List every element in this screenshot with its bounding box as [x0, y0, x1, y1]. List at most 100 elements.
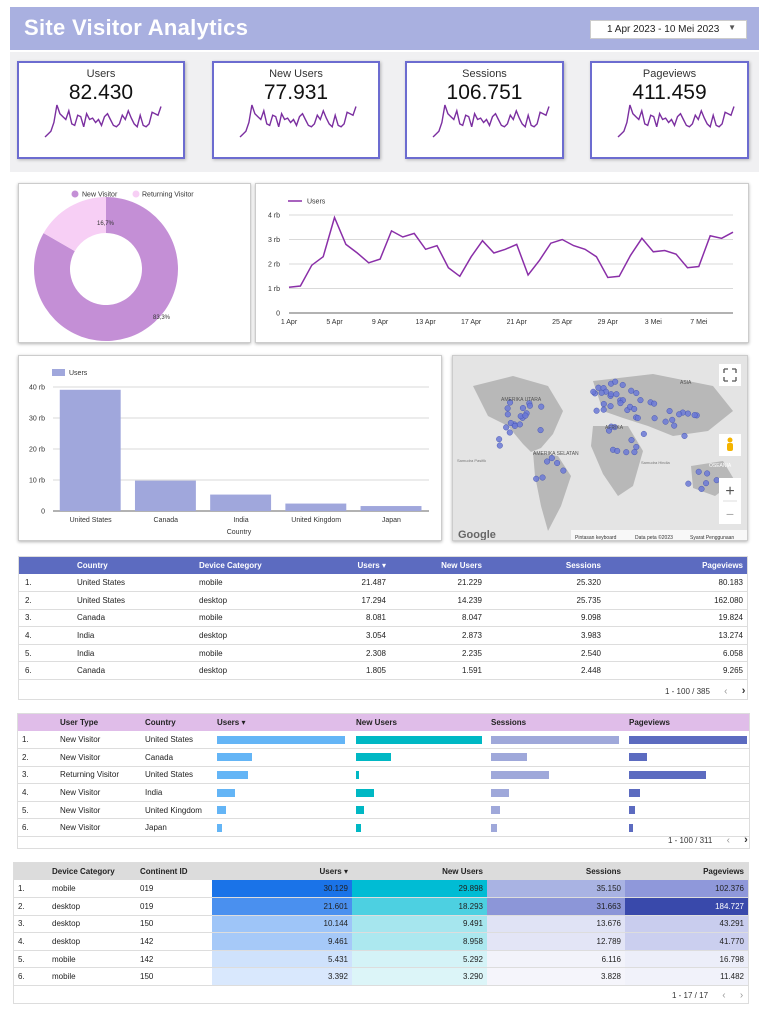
- col-header-users[interactable]: Users ▾: [319, 867, 348, 876]
- map-marker[interactable]: [698, 485, 705, 492]
- zoom-in-button[interactable]: +: [725, 483, 734, 500]
- table-row[interactable]: 6. New Visitor Japan: [18, 818, 749, 838]
- table-row[interactable]: 3. Canada mobile 8.081 8.047 9.098 19.824: [19, 609, 747, 628]
- map-marker[interactable]: [600, 400, 607, 407]
- table-row[interactable]: 6. Canada desktop 1.805 1.591 2.448 9.265: [19, 661, 747, 681]
- map-marker[interactable]: [590, 388, 597, 395]
- map-terms-link[interactable]: Syarat Penggunaan: [690, 535, 734, 541]
- col-header-sessions[interactable]: Sessions: [565, 561, 601, 570]
- col-header-user-type[interactable]: User Type: [60, 718, 99, 727]
- map-marker[interactable]: [613, 391, 620, 398]
- col-header-continent-id[interactable]: Continent ID: [140, 867, 188, 876]
- map-marker[interactable]: [496, 436, 503, 443]
- map-marker[interactable]: [593, 407, 600, 414]
- table-row[interactable]: 1. New Visitor United States: [18, 731, 749, 750]
- map-marker[interactable]: [671, 422, 678, 429]
- map-marker[interactable]: [684, 410, 691, 417]
- prev-page-button[interactable]: ‹: [724, 686, 728, 697]
- map-marker[interactable]: [628, 387, 635, 394]
- map-marker[interactable]: [533, 475, 540, 482]
- col-header-country[interactable]: Country: [77, 561, 108, 570]
- map-marker[interactable]: [554, 460, 561, 467]
- map-marker[interactable]: [640, 430, 647, 437]
- col-header-sessions[interactable]: Sessions: [585, 867, 621, 876]
- table-row[interactable]: 1. mobile 019 30.129 29.898 35.150 102.376: [14, 880, 748, 899]
- bar-united-states[interactable]: [59, 389, 121, 511]
- map-marker[interactable]: [504, 411, 511, 418]
- map-marker[interactable]: [538, 403, 545, 410]
- map-marker[interactable]: [703, 480, 710, 487]
- zoom-out-button[interactable]: −: [726, 506, 734, 522]
- map-marker[interactable]: [600, 406, 607, 413]
- map-marker[interactable]: [507, 419, 514, 426]
- map-marker[interactable]: [631, 406, 638, 413]
- map-marker[interactable]: [504, 405, 511, 412]
- col-header-new-users[interactable]: New Users: [441, 561, 482, 570]
- table-row[interactable]: 5. India mobile 2.308 2.235 2.540 6.058: [19, 644, 747, 663]
- map-marker[interactable]: [607, 403, 614, 410]
- map-marker[interactable]: [651, 415, 658, 422]
- next-page-button[interactable]: ›: [739, 990, 744, 1001]
- map-marker[interactable]: [676, 411, 683, 418]
- map-marker[interactable]: [685, 480, 692, 487]
- world-map-card[interactable]: AMERIKA UTARA AFRIKA ASIA Samudra Hindia…: [452, 355, 748, 541]
- map-marker[interactable]: [522, 412, 529, 419]
- next-page-button[interactable]: ›: [741, 685, 746, 697]
- donut-slice-returning-visitor[interactable]: [43, 197, 106, 252]
- map-marker[interactable]: [695, 468, 702, 475]
- world-map[interactable]: AMERIKA UTARA AFRIKA ASIA Samudra Hindia…: [453, 356, 748, 541]
- map-marker[interactable]: [612, 378, 619, 385]
- table-row[interactable]: 3. Returning Visitor United States: [18, 766, 749, 785]
- map-marker[interactable]: [511, 422, 518, 429]
- map-marker[interactable]: [496, 442, 503, 449]
- map-marker[interactable]: [617, 400, 624, 407]
- map-marker[interactable]: [537, 427, 544, 434]
- map-marker[interactable]: [503, 424, 510, 431]
- table-row[interactable]: 2. United States desktop 17.294 14.239 25.735…: [19, 591, 747, 610]
- map-marker[interactable]: [669, 416, 676, 423]
- line-series-users[interactable]: [288, 215, 734, 289]
- map-marker[interactable]: [548, 455, 555, 462]
- table-row[interactable]: 5. mobile 142 5.431 5.292 6.116 16.798: [14, 950, 748, 969]
- map-marker[interactable]: [637, 397, 644, 404]
- map-marker[interactable]: [704, 470, 711, 477]
- bar-united-kingdom[interactable]: [285, 503, 347, 511]
- table-row[interactable]: 2. desktop 019 21.601 18.293 31.663 184.727: [14, 897, 748, 916]
- donut-slice-new-visitor[interactable]: [34, 197, 178, 341]
- date-range-picker[interactable]: 1 Apr 2023 - 10 Mei 2023 ▼: [590, 20, 747, 39]
- col-header-device-category[interactable]: Device Category: [199, 561, 262, 570]
- bar-india[interactable]: [210, 494, 272, 511]
- prev-page-button[interactable]: ‹: [722, 990, 726, 1001]
- col-header-pageviews[interactable]: Pageviews: [702, 561, 743, 570]
- map-marker[interactable]: [560, 467, 567, 474]
- map-marker[interactable]: [608, 391, 615, 398]
- map-marker[interactable]: [544, 458, 551, 465]
- map-marker[interactable]: [691, 412, 698, 419]
- map-marker[interactable]: [598, 389, 605, 396]
- map-marker[interactable]: [662, 418, 669, 425]
- map-marker[interactable]: [526, 402, 533, 409]
- col-header-users[interactable]: Users ▾: [357, 561, 386, 570]
- map-marker[interactable]: [713, 477, 720, 484]
- col-header-new-users[interactable]: New Users: [356, 718, 397, 727]
- map-marker[interactable]: [681, 432, 688, 439]
- bar-canada[interactable]: [134, 480, 196, 511]
- table-row[interactable]: 5. New Visitor United Kingdom: [18, 801, 749, 820]
- map-marker[interactable]: [619, 381, 626, 388]
- table-row[interactable]: 4. India desktop 3.054 2.873 3.983 13.274: [19, 626, 747, 645]
- map-marker[interactable]: [507, 399, 514, 406]
- col-header-pageviews[interactable]: Pageviews: [629, 718, 670, 727]
- map-marker[interactable]: [628, 437, 635, 444]
- map-marker[interactable]: [614, 447, 621, 454]
- map-keyboard-shortcuts-link[interactable]: Pintasan keyboard: [575, 535, 617, 541]
- table-row[interactable]: 3. desktop 150 10.144 9.491 13.676 43.291: [14, 915, 748, 934]
- table-row[interactable]: 1. United States mobile 21.487 21.229 25.320 8…: [19, 574, 747, 593]
- table-row[interactable]: 2. New Visitor Canada: [18, 748, 749, 767]
- map-marker[interactable]: [506, 429, 513, 436]
- next-page-button[interactable]: ›: [744, 834, 748, 846]
- fullscreen-button[interactable]: [719, 364, 741, 386]
- map-marker[interactable]: [633, 390, 640, 397]
- col-header-country[interactable]: Country: [145, 718, 176, 727]
- map-marker[interactable]: [595, 384, 602, 391]
- map-marker[interactable]: [651, 400, 658, 407]
